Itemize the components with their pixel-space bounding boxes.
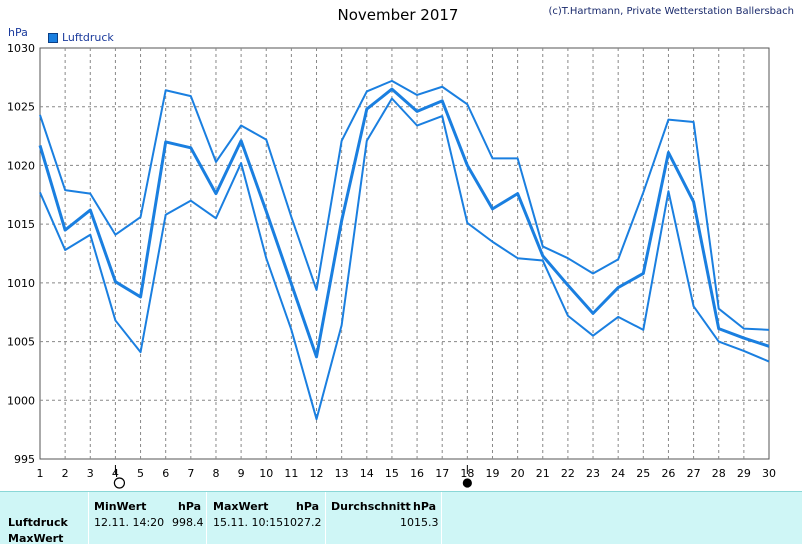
stats-panel: MinWert hPa MaxWert hPa Durchschnitt hPa… bbox=[0, 491, 802, 545]
min-value: 998.4 bbox=[172, 516, 204, 529]
x-tick-label: 21 bbox=[536, 467, 550, 480]
x-tick-label: 29 bbox=[737, 467, 751, 480]
max-unit-header: hPa bbox=[296, 500, 320, 513]
plot-frame bbox=[39, 47, 770, 460]
chart-title: November 2017 bbox=[337, 6, 459, 24]
x-tick-label: 14 bbox=[360, 467, 374, 480]
series-line-mean bbox=[38, 87, 770, 359]
x-tick-label: 30 bbox=[762, 467, 776, 480]
x-tick-label: 7 bbox=[187, 467, 194, 480]
max-header: MaxWert bbox=[213, 500, 269, 513]
row-label-maxwert: MaxWert bbox=[8, 532, 64, 545]
avg-value: 1015.3 bbox=[400, 516, 439, 529]
y-tick-label: 995 bbox=[14, 453, 35, 466]
x-tick-label: 26 bbox=[661, 467, 675, 480]
x-tick-label: 15 bbox=[385, 467, 399, 480]
legend-label: Luftdruck bbox=[62, 31, 114, 44]
x-tick-label: 5 bbox=[137, 467, 144, 480]
stats-separator bbox=[206, 492, 207, 544]
x-tick-label: 25 bbox=[636, 467, 650, 480]
x-tick-label: 22 bbox=[561, 467, 575, 480]
x-tick-label: 12 bbox=[310, 467, 324, 480]
y-tick-label: 1015 bbox=[7, 218, 35, 231]
chart-area: November 2017 (c)T.Hartmann, Private Wet… bbox=[7, 6, 794, 489]
x-tick-label: 16 bbox=[410, 467, 424, 480]
x-tick-label: 9 bbox=[238, 467, 245, 480]
min-unit-header: hPa bbox=[178, 500, 202, 513]
x-tick-label: 24 bbox=[611, 467, 625, 480]
avg-header: Durchschnitt bbox=[331, 500, 411, 513]
min-header: MinWert bbox=[94, 500, 147, 513]
x-tick-label: 27 bbox=[687, 467, 701, 480]
stats-separator bbox=[441, 492, 442, 544]
stats-separator bbox=[325, 492, 326, 544]
x-tick-label: 3 bbox=[87, 467, 94, 480]
row-label-luftdruck: Luftdruck bbox=[8, 516, 68, 529]
x-tick-label: 19 bbox=[485, 467, 499, 480]
copyright-text: (c)T.Hartmann, Private Wetterstation Bal… bbox=[548, 6, 794, 17]
series-line-max bbox=[39, 79, 770, 331]
x-tick-label: 20 bbox=[511, 467, 525, 480]
y-axis-unit: hPa bbox=[8, 26, 28, 39]
series-line-min bbox=[39, 97, 770, 421]
max-value: 1027.2 bbox=[283, 516, 322, 529]
full-moon-marker bbox=[113, 477, 126, 489]
x-tick-label: 11 bbox=[284, 467, 298, 480]
legend: Luftdruck bbox=[48, 31, 114, 44]
pressure-chart: 1234567891011121314151617181920212223242… bbox=[7, 42, 776, 489]
x-tick-label: 10 bbox=[259, 467, 273, 480]
y-tick-label: 1000 bbox=[7, 394, 35, 407]
avg-unit-header: hPa bbox=[413, 500, 437, 513]
new-moon-marker bbox=[462, 478, 472, 488]
y-tick-label: 1025 bbox=[7, 101, 35, 114]
y-tick-label: 1020 bbox=[7, 159, 35, 172]
stats-separator bbox=[88, 492, 89, 544]
x-tick-label: 23 bbox=[586, 467, 600, 480]
y-tick-label: 1030 bbox=[7, 42, 35, 55]
x-tick-label: 13 bbox=[335, 467, 349, 480]
x-tick-label: 8 bbox=[212, 467, 219, 480]
x-tick-label: 6 bbox=[162, 467, 169, 480]
y-tick-label: 1005 bbox=[7, 336, 35, 349]
x-tick-label: 17 bbox=[435, 467, 449, 480]
legend-swatch bbox=[48, 32, 58, 43]
x-tick-label: 28 bbox=[712, 467, 726, 480]
max-datetime: 15.11. 10:15 bbox=[213, 516, 284, 529]
y-tick-label: 1010 bbox=[7, 277, 35, 290]
x-tick-label: 1 bbox=[37, 467, 44, 480]
x-tick-label: 2 bbox=[62, 467, 69, 480]
min-datetime: 12.11. 14:20 bbox=[94, 516, 165, 529]
